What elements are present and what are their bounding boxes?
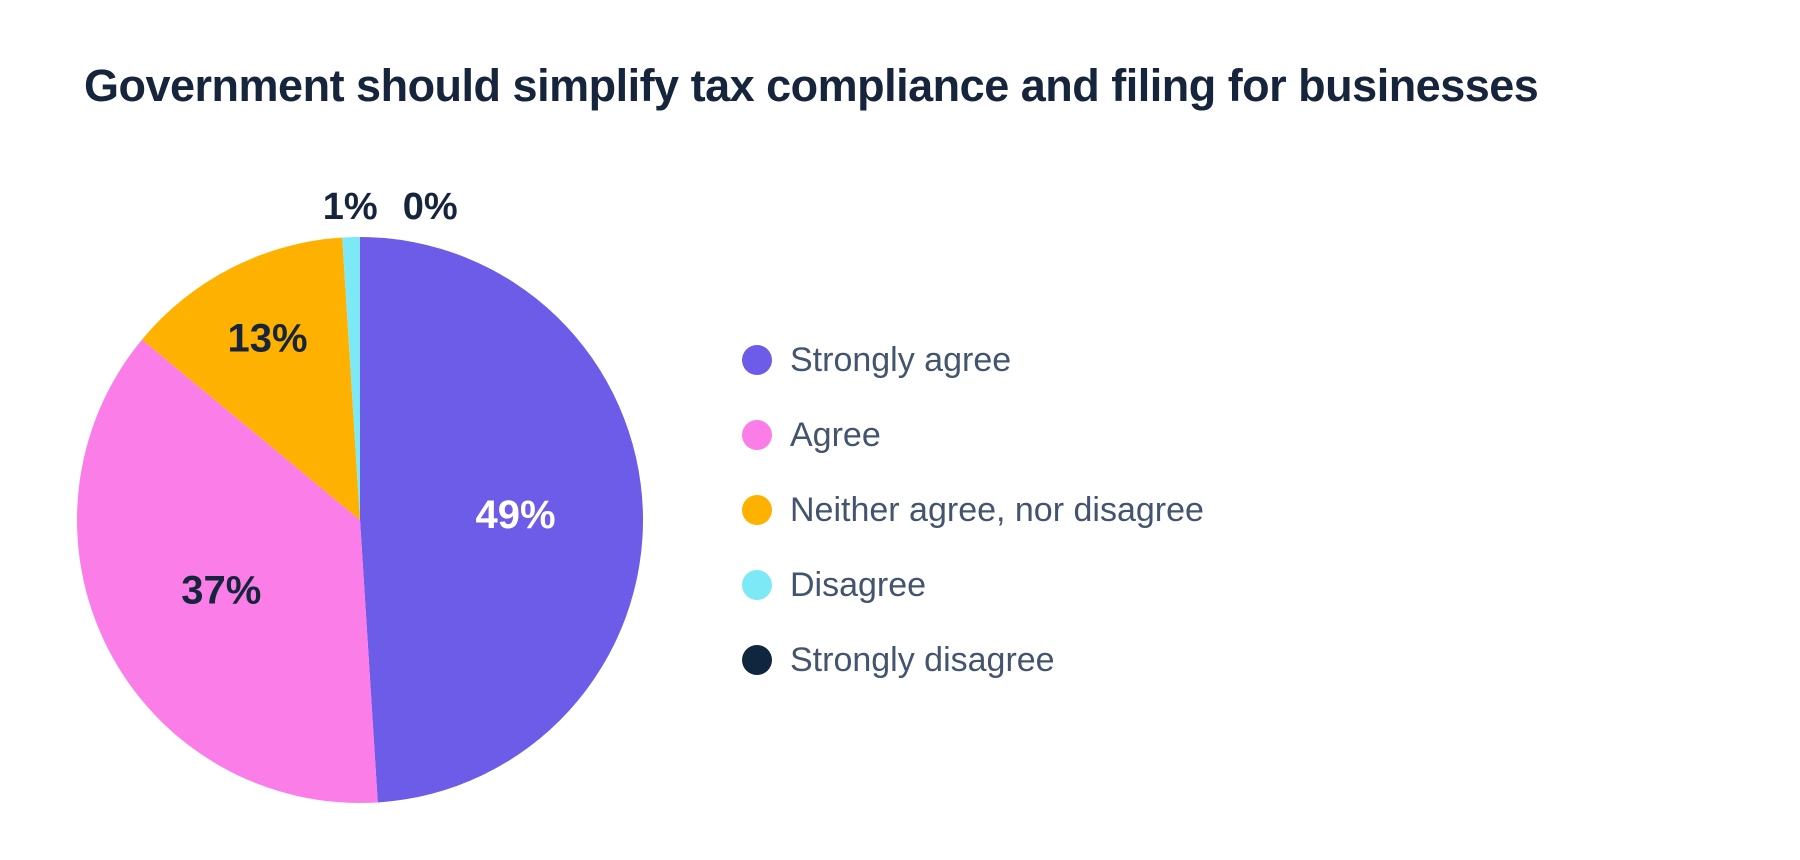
legend-item-4: Strongly disagree	[742, 638, 1204, 682]
legend-item-3: Disagree	[742, 563, 1204, 607]
legend-swatch-icon	[742, 645, 772, 675]
legend-label: Disagree	[790, 566, 927, 604]
pie-slice-3	[342, 237, 360, 520]
legend-swatch-icon	[742, 420, 772, 450]
legend-label: Neither agree, nor disagree	[790, 491, 1204, 529]
legend-label: Strongly agree	[790, 341, 1012, 379]
legend-swatch-icon	[742, 495, 772, 525]
slice-value-label-0: 49%	[476, 493, 556, 537]
chart-title: Government should simplify tax complianc…	[84, 60, 1539, 111]
slice-value-label-3: 1%	[323, 186, 378, 228]
legend-label: Strongly disagree	[790, 641, 1055, 679]
pie-slice-1	[76, 339, 378, 803]
legend-item-0: Strongly agree	[742, 338, 1204, 382]
pie-slice-0	[360, 236, 644, 803]
slice-value-label-1: 37%	[181, 569, 261, 613]
legend-label: Agree	[790, 416, 881, 454]
legend-item-1: Agree	[742, 413, 1204, 457]
legend-swatch-icon	[742, 570, 772, 600]
legend-swatch-icon	[742, 345, 772, 375]
slice-value-label-2: 13%	[227, 316, 307, 360]
slice-value-label-4: 0%	[403, 186, 458, 228]
legend: Strongly agree Agree Neither agree, nor di…	[742, 338, 1204, 682]
legend-item-2: Neither agree, nor disagree	[742, 488, 1204, 532]
pie-slice-2	[141, 237, 360, 520]
